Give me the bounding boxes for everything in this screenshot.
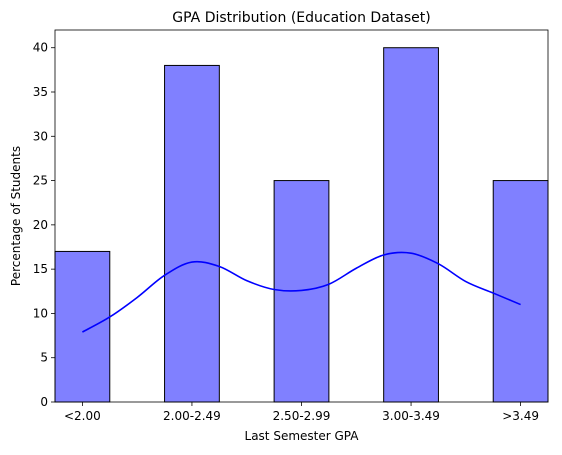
x-tick-label: >3.49	[502, 409, 539, 423]
bar-3	[383, 47, 439, 403]
bar-0	[54, 250, 111, 403]
y-tick-label: 15	[33, 262, 48, 276]
y-axis-label: Percentage of Students	[9, 146, 23, 286]
x-tick-label: 2.00-2.49	[163, 409, 221, 423]
x-tick-label: <2.00	[64, 409, 101, 423]
y-tick-label: 35	[33, 85, 48, 99]
x-axis-label: Last Semester GPA	[245, 429, 360, 443]
kde-line	[82, 251, 521, 333]
bar-1	[164, 64, 220, 403]
bars-group	[54, 47, 549, 403]
y-tick-label: 5	[40, 351, 48, 365]
y-tick-label: 20	[33, 218, 48, 232]
y-tick-label: 30	[33, 129, 48, 143]
y-tick-label: 40	[33, 41, 48, 55]
y-tick-label: 25	[33, 174, 48, 188]
y-tick-label: 0	[40, 395, 48, 409]
chart-title: GPA Distribution (Education Dataset)	[172, 10, 430, 26]
x-tick-label: 2.50-2.99	[273, 409, 331, 423]
bar-4	[492, 180, 549, 403]
y-tick-label: 10	[33, 306, 48, 320]
axes-group: 0 5 10 15 20 25 30 35 40 <2.00 2.00-2.49 2.50-2.99 3…	[33, 29, 549, 423]
x-tick-label: 3.00-3.49	[382, 409, 440, 423]
